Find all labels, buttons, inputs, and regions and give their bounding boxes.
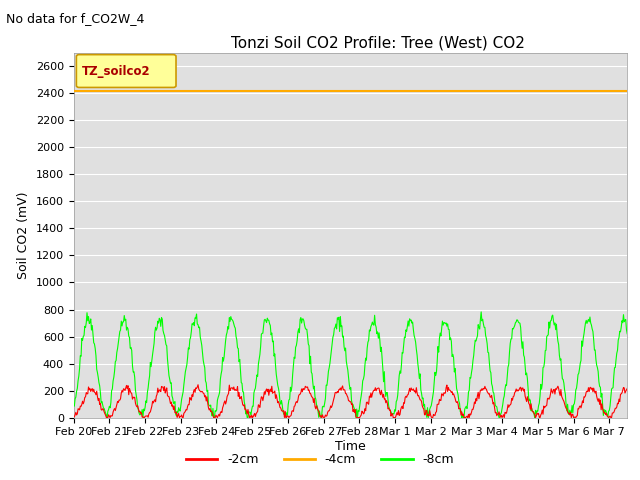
Y-axis label: Soil CO2 (mV): Soil CO2 (mV) (17, 192, 30, 279)
Text: TZ_soilco2: TZ_soilco2 (82, 64, 150, 78)
Title: Tonzi Soil CO2 Profile: Tree (West) CO2: Tonzi Soil CO2 Profile: Tree (West) CO2 (231, 35, 525, 50)
Text: No data for f_CO2W_4: No data for f_CO2W_4 (6, 12, 145, 25)
Legend: -2cm, -4cm, -8cm: -2cm, -4cm, -8cm (181, 448, 459, 471)
X-axis label: Time: Time (335, 440, 366, 453)
FancyBboxPatch shape (76, 55, 176, 87)
